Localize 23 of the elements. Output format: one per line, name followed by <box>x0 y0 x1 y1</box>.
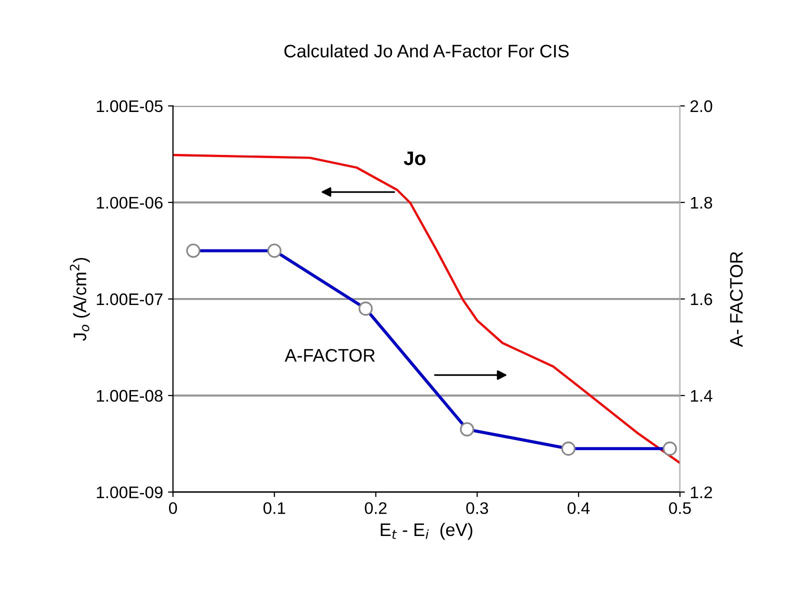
x-tick-label: 0.3 <box>466 502 488 514</box>
y2-tick-label: 1.8 <box>690 196 712 209</box>
y-axis-title: J$_{o}$ (A/cm$^{2}$) <box>70 258 90 341</box>
x-tick-label: 0.2 <box>364 502 387 514</box>
line-series <box>172 154 680 464</box>
y-tick-label: 1.00E-07 <box>96 293 162 306</box>
chart-title: Calculated Jo And A-Factor For CIS <box>284 44 569 58</box>
y-tick-label: 1.00E-08 <box>96 390 163 402</box>
y-tick-label: 1.00E-05 <box>96 100 163 112</box>
y2-tick-label: 2.0 <box>690 100 712 112</box>
x-tick-label: 0.1 <box>263 502 286 514</box>
x-tick-label: 0.4 <box>568 502 590 514</box>
x-axis-title: E$_{t}$ - E$_{i}$ (eV) <box>380 522 472 540</box>
x-tick-label: 0.5 <box>669 502 691 514</box>
y2-axis-title: A- FACTOR <box>730 252 743 347</box>
y2-tick-label: 1.4 <box>690 390 712 402</box>
series-label: Jo <box>404 152 426 166</box>
series-label: A-FACTOR <box>284 348 375 362</box>
y2-tick-label: 1.2 <box>690 486 712 498</box>
y-tick-label: 1.00E-09 <box>96 486 162 498</box>
y-tick-label: 1.00E-06 <box>96 196 163 209</box>
x-tick-label: 0 <box>169 502 177 514</box>
y2-tick-label: 1.6 <box>690 293 712 306</box>
